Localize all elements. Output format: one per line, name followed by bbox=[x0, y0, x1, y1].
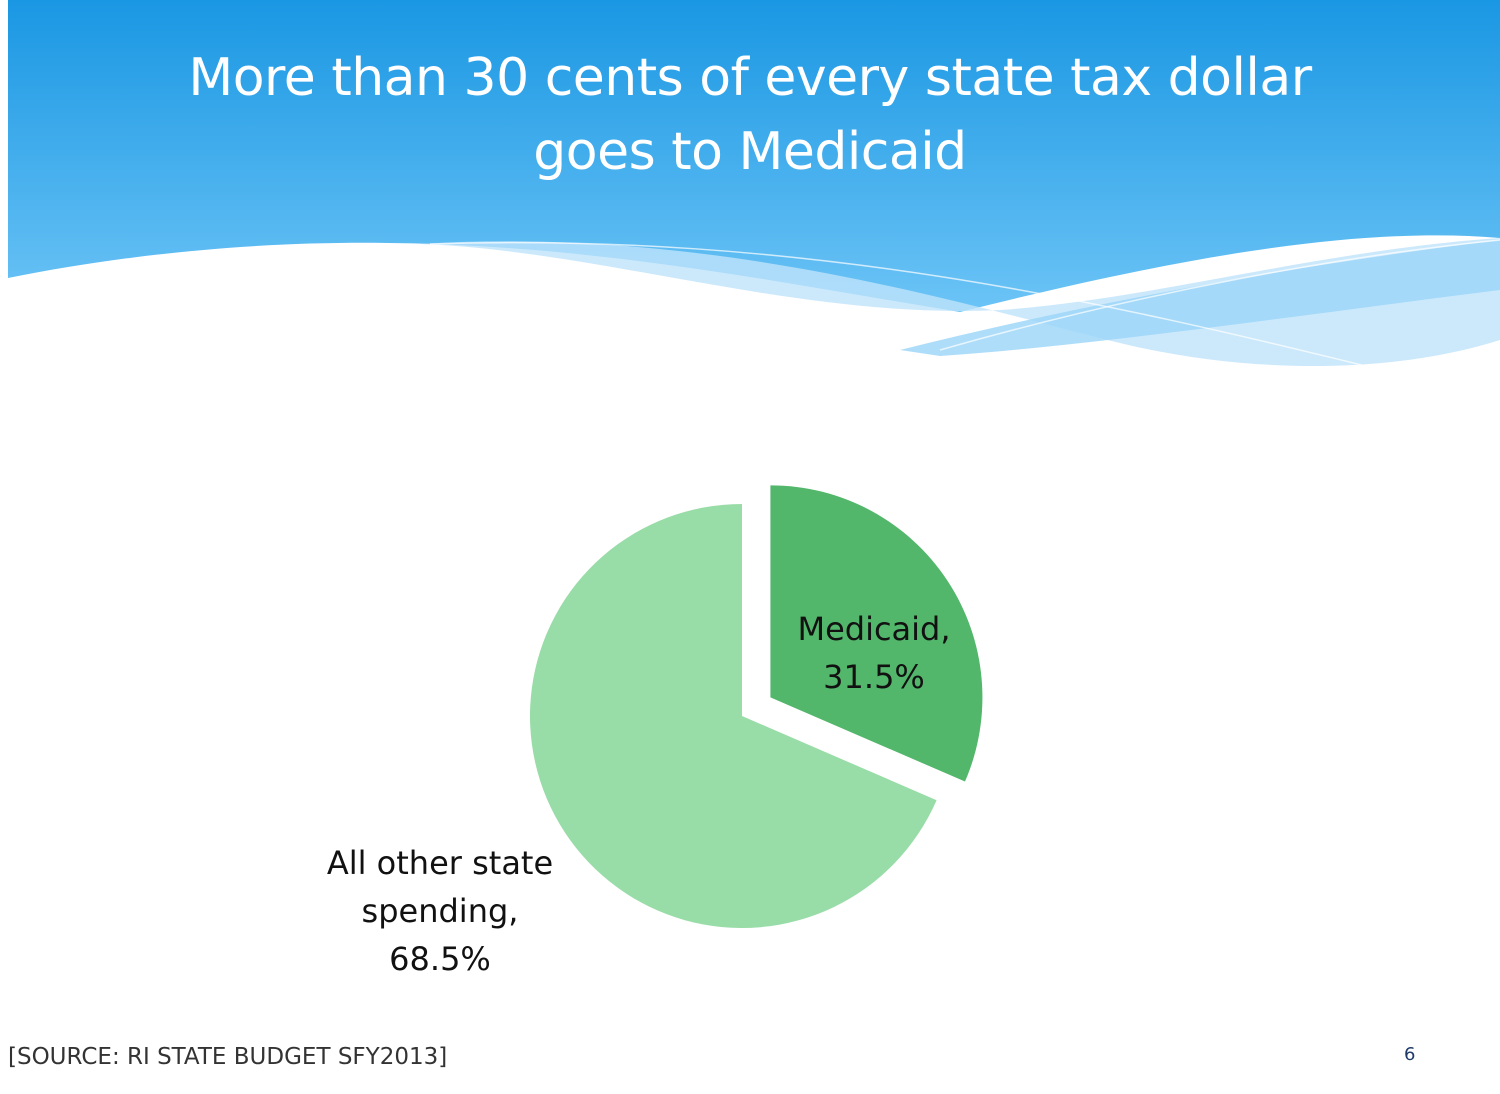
pie-slice-all-other-state-spending bbox=[530, 504, 937, 928]
data-label-line: spending, bbox=[362, 892, 519, 930]
data-label-all-other-state-spending: All other state spending, 68.5% bbox=[327, 844, 553, 978]
data-label-medicaid: Medicaid, 31.5% bbox=[797, 610, 950, 696]
page-number: 6 bbox=[1404, 1044, 1416, 1065]
pie-slice-medicaid bbox=[770, 485, 983, 782]
data-label-line: All other state bbox=[327, 844, 553, 882]
slide-title-line-1: More than 30 cents of every state tax do… bbox=[188, 48, 1312, 108]
data-label-line: 68.5% bbox=[389, 940, 491, 978]
data-label-line: 31.5% bbox=[823, 658, 925, 696]
header-wave-background bbox=[0, 0, 1500, 400]
slide-title-line-2: goes to Medicaid bbox=[533, 122, 967, 182]
data-label-line: Medicaid, bbox=[797, 610, 950, 648]
source-note: [SOURCE: RI STATE BUDGET SFY2013] bbox=[8, 1044, 448, 1070]
